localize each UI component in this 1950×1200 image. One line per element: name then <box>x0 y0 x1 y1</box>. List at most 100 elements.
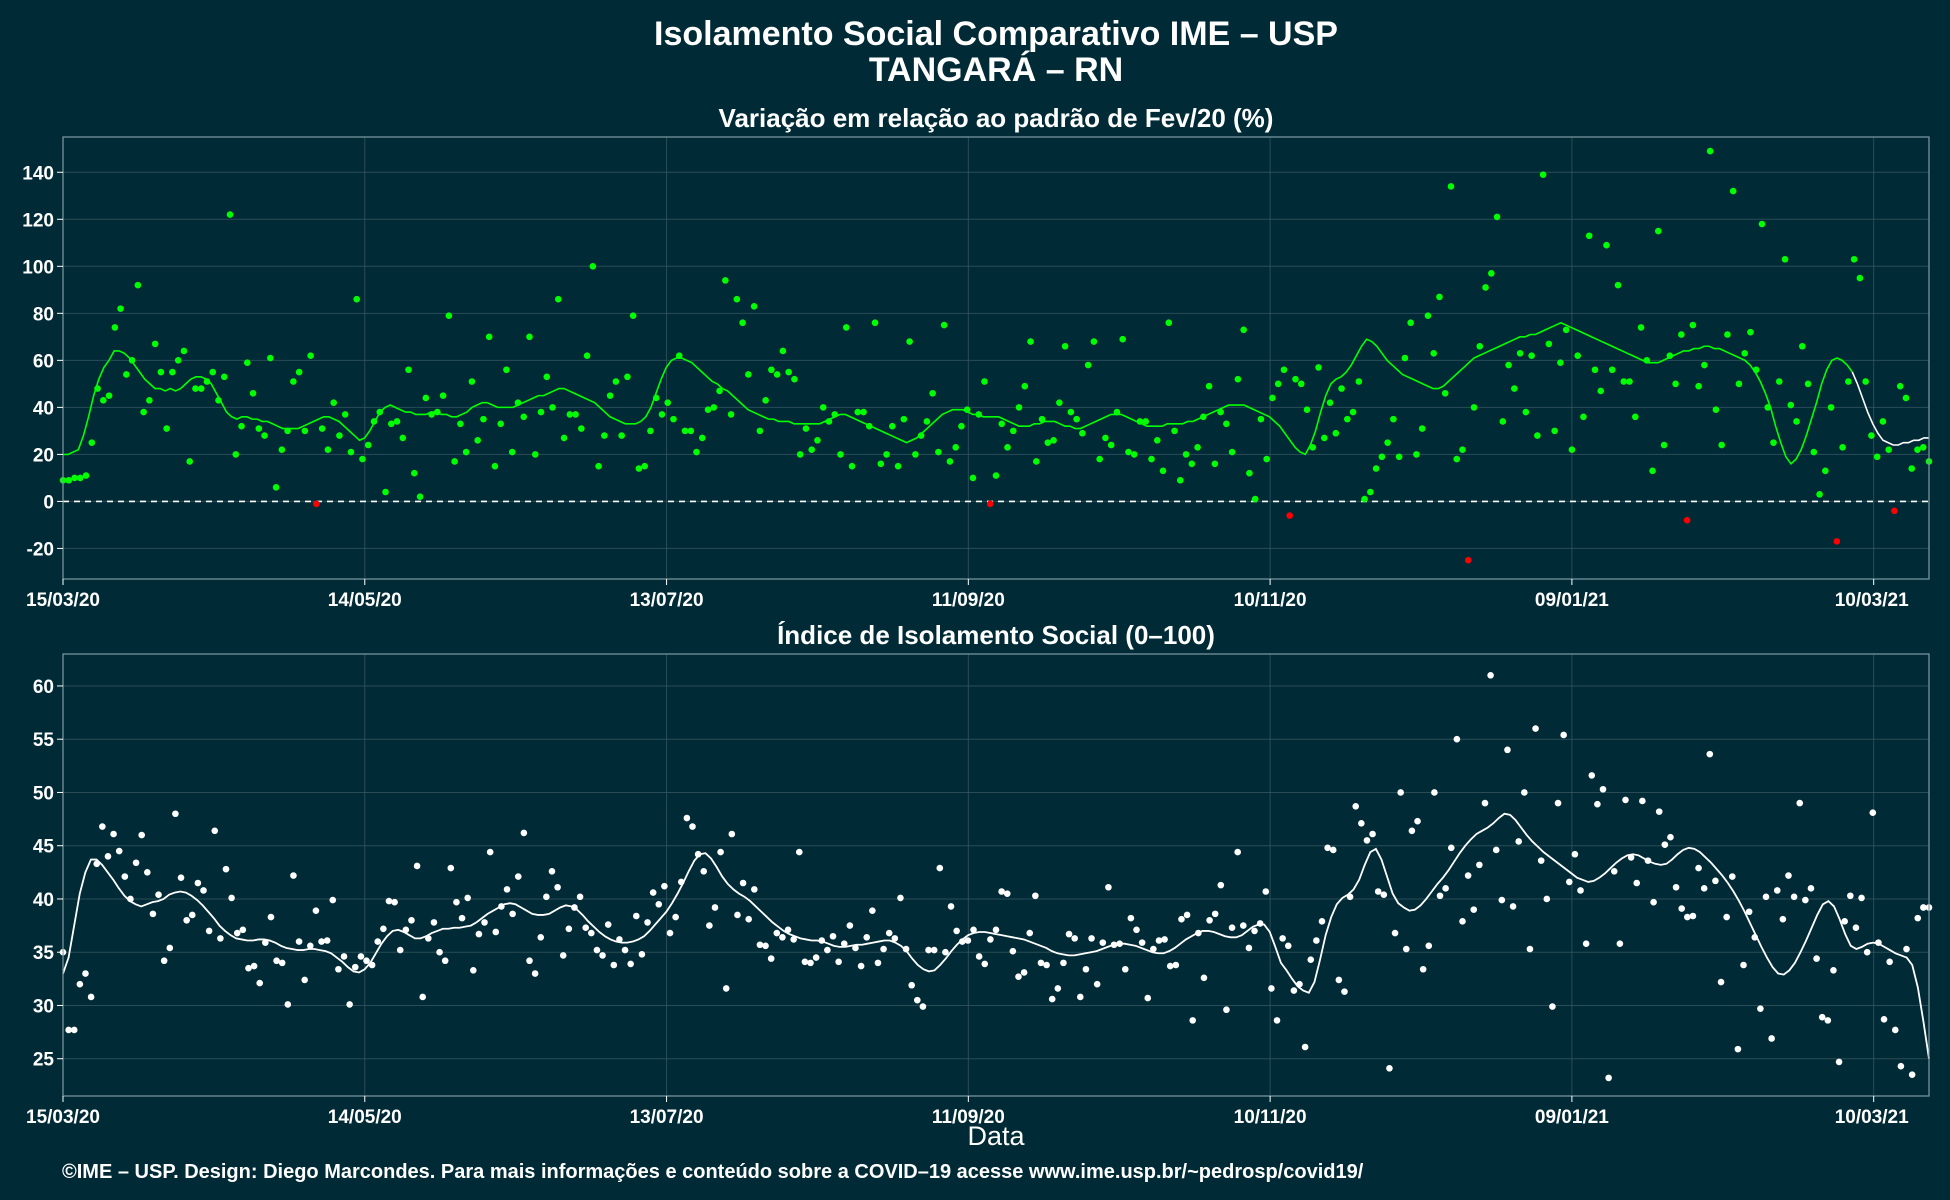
data-point <box>1256 920 1264 927</box>
data-point <box>946 458 954 465</box>
data-point <box>166 944 174 952</box>
data-point <box>1245 944 1253 952</box>
data-point <box>1684 913 1691 921</box>
data-point <box>1752 366 1760 374</box>
data-point <box>1413 451 1420 458</box>
data-point <box>1401 354 1409 362</box>
moving-average-tail-line <box>1851 371 1929 446</box>
data-point <box>1228 924 1236 932</box>
data-point <box>71 474 78 482</box>
data-point <box>1044 439 1052 446</box>
data-point <box>1498 896 1506 904</box>
data-point <box>588 929 595 937</box>
data-point <box>935 448 942 456</box>
data-point <box>953 927 960 935</box>
data-point <box>649 889 657 896</box>
data-point <box>1528 352 1535 359</box>
data-point <box>1313 937 1320 944</box>
data-point <box>391 898 398 906</box>
data-point <box>1487 672 1494 679</box>
data-point <box>1856 274 1864 282</box>
y-tick-label: -20 <box>27 539 54 560</box>
data-point <box>917 432 925 439</box>
data-point <box>121 873 129 880</box>
data-point <box>1015 973 1022 981</box>
data-point <box>335 965 342 973</box>
data-point <box>451 458 458 465</box>
variation-x-ticks: 15/03/20 14/05/20 13/07/20 11/09/20 10/11/20… <box>26 579 1909 611</box>
data-point <box>1787 401 1795 409</box>
data-point <box>1341 988 1348 995</box>
data-point <box>1504 746 1511 754</box>
data-point <box>140 408 147 416</box>
data-point <box>710 404 718 411</box>
data-point <box>1863 948 1871 956</box>
data-point <box>441 957 449 965</box>
data-point <box>110 830 117 838</box>
data-point <box>773 371 781 378</box>
data-point <box>1557 359 1564 367</box>
data-point <box>537 408 545 416</box>
data-point <box>655 900 663 908</box>
data-point <box>447 864 455 872</box>
data-point <box>1516 349 1524 357</box>
data-point <box>1246 469 1253 477</box>
data-point <box>560 434 568 442</box>
data-point <box>1660 441 1668 449</box>
data-point <box>1622 796 1629 804</box>
data-point <box>1093 980 1101 988</box>
x-tick-label: 14/05/20 <box>328 1107 402 1128</box>
data-point <box>1004 444 1011 451</box>
data-point <box>1649 467 1656 475</box>
data-point <box>1810 448 1818 456</box>
data-point <box>509 910 516 918</box>
data-point <box>1067 408 1075 416</box>
data-point <box>1852 924 1860 932</box>
data-point <box>1110 941 1118 949</box>
data-point <box>681 427 689 435</box>
data-point <box>559 952 567 959</box>
data-point <box>698 434 706 442</box>
data-point <box>964 937 972 944</box>
data-point <box>785 368 792 376</box>
data-point <box>520 413 528 421</box>
data-point <box>1346 893 1354 901</box>
data-point <box>474 436 481 444</box>
x-tick-label: 13/07/20 <box>630 1107 704 1128</box>
data-point <box>1344 415 1351 423</box>
data-point <box>1183 911 1191 919</box>
data-point <box>380 925 387 933</box>
data-point <box>1896 382 1904 390</box>
x-tick-label: 13/07/20 <box>630 590 704 611</box>
data-point <box>860 408 867 416</box>
data-point <box>801 958 809 966</box>
data-point <box>658 411 666 418</box>
data-point <box>716 387 723 395</box>
data-point <box>940 321 948 329</box>
data-point <box>1262 888 1270 895</box>
data-point <box>1718 441 1725 449</box>
data-point <box>802 425 810 432</box>
index-points-group <box>59 672 1933 1082</box>
data-point <box>1768 1035 1775 1042</box>
data-point <box>411 469 418 477</box>
data-point <box>243 359 251 367</box>
data-point <box>1605 1074 1612 1082</box>
data-point <box>382 488 389 496</box>
data-point <box>612 378 620 385</box>
data-point <box>157 368 165 376</box>
index-y-ticks: 25 30 35 40 45 50 55 60 <box>33 677 63 1071</box>
data-point <box>1054 985 1062 992</box>
data-point <box>675 352 683 359</box>
data-point <box>1700 885 1708 892</box>
data-point <box>1060 959 1067 967</box>
data-point <box>700 867 708 875</box>
data-point <box>405 366 412 374</box>
data-point <box>969 474 977 482</box>
data-point <box>351 963 359 971</box>
data-point <box>1195 929 1202 937</box>
data-point <box>1206 916 1213 924</box>
data-point <box>318 425 326 432</box>
data-point <box>1363 837 1371 844</box>
data-point <box>329 896 337 904</box>
